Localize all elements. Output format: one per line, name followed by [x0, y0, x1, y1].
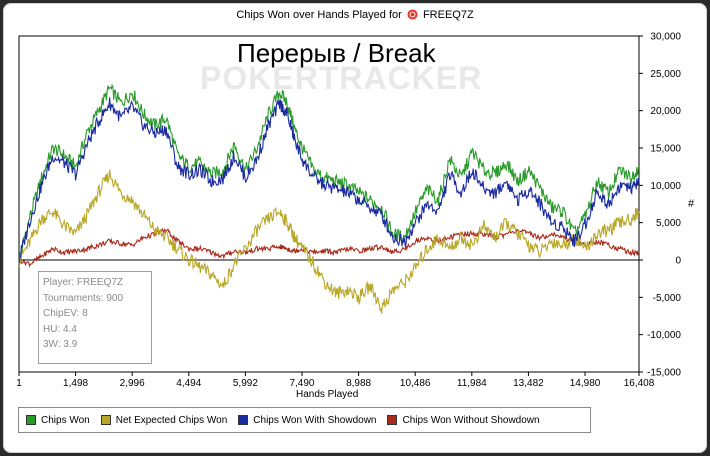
y-axis-label: #	[688, 198, 695, 210]
x-tick-label: 10,486	[400, 378, 431, 389]
y-tick-label: 25,000	[650, 69, 681, 80]
poker-chip-icon	[407, 9, 418, 23]
y-tick-label: 30,000	[650, 32, 681, 43]
x-tick-label: 1	[16, 378, 22, 389]
info-player: Player: FREEQ7Z	[43, 277, 124, 288]
legend-swatch	[238, 415, 249, 425]
y-tick-label: -10,000	[647, 330, 681, 341]
series-line-0	[18, 83, 640, 265]
player-name-title: FREEQ7Z	[422, 9, 474, 21]
legend-swatch	[26, 415, 36, 425]
player-info-box: Player: FREEQ7Z Tournaments: 900 ChipEV:…	[38, 271, 152, 364]
y-tick-label: 20,000	[650, 106, 681, 117]
series-line-1	[18, 169, 640, 314]
chart-title: Chips Won over Hands Played for FREEQ7Z	[0, 9, 710, 23]
legend-swatch	[100, 415, 111, 425]
chart-title-text: Chips Won over Hands Played for	[236, 9, 402, 21]
y-tick-label: 15,000	[650, 144, 681, 155]
x-tick-label: 1,498	[63, 378, 88, 389]
x-tick-label: 14,980	[570, 378, 601, 389]
info-hu: HU: 4.4	[43, 323, 77, 335]
legend-item-with-showdown[interactable]: Chips Won With Showdown	[238, 415, 376, 426]
legend: Chips Won Net Expected Chips Won Chips W…	[18, 407, 591, 433]
watermark-logo: POKERTRACKER	[200, 60, 483, 96]
y-tick-label: 0	[675, 256, 681, 267]
x-tick-label: 13,482	[513, 378, 544, 389]
x-tick-label: 4,494	[176, 378, 201, 389]
y-tick-label: -5,000	[653, 293, 682, 304]
x-tick-label: 16,408	[624, 378, 655, 389]
x-tick-label: 5,992	[233, 378, 258, 389]
x-axis-label: Hands Played	[296, 389, 359, 400]
series-line-2	[18, 97, 640, 264]
break-annotation: Перерыв / Break	[237, 38, 436, 68]
info-chipev: ChipEV: 8	[43, 308, 88, 319]
y-tick-label: 5,000	[656, 218, 681, 229]
x-tick-label: 7,490	[289, 378, 314, 389]
info-3w: 3W: 3.9	[43, 339, 78, 350]
x-tick-label: 2,996	[120, 378, 145, 389]
legend-swatch	[387, 415, 398, 425]
legend-item-net-expected[interactable]: Net Expected Chips Won	[100, 415, 227, 426]
chart-frame	[3, 3, 707, 453]
legend-item-chips-won[interactable]: Chips Won	[26, 415, 90, 426]
info-tournaments: Tournaments: 900	[43, 292, 124, 304]
y-tick-label: 10,000	[650, 181, 681, 192]
series-line-3	[18, 227, 640, 268]
legend-item-without-showdown[interactable]: Chips Won Without Showdown	[387, 415, 540, 426]
y-tick-label: -15,000	[647, 368, 681, 379]
x-tick-label: 8,988	[346, 378, 371, 389]
plot-area-border	[18, 35, 640, 373]
x-tick-label: 11,984	[457, 378, 487, 389]
